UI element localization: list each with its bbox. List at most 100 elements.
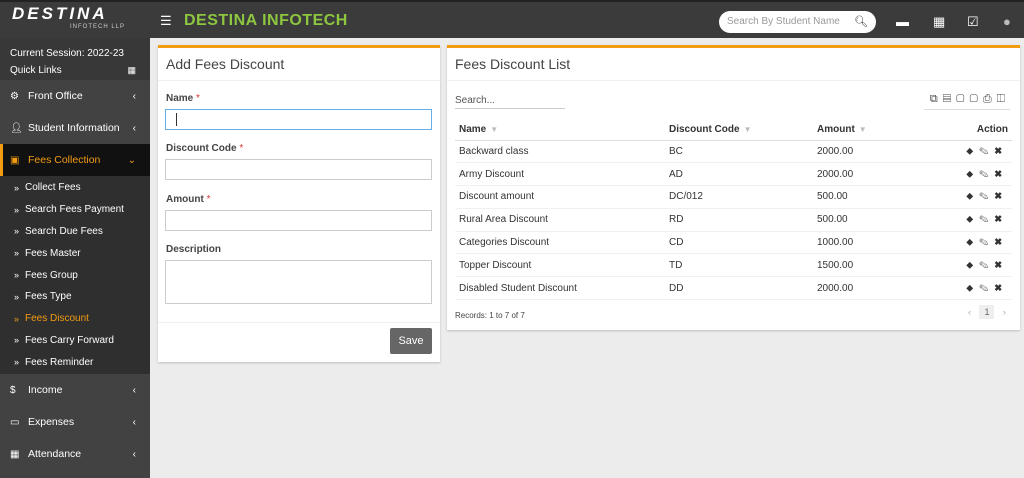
sidebar-item-expenses[interactable]: ▭ Expenses ‹ xyxy=(0,406,150,438)
discount-name: Discount amount xyxy=(455,185,669,209)
delete-x-icon[interactable]: ✖ xyxy=(994,168,1008,180)
save-button[interactable]: Save xyxy=(390,328,432,354)
logo[interactable]: DESTINA INFOTECH LLP xyxy=(12,5,142,37)
edit-pencil-icon[interactable]: ✎ xyxy=(979,168,995,180)
menu-label: Expenses xyxy=(28,416,75,429)
sidebar-item-attendance[interactable]: ▦ Attendance ‹ xyxy=(0,438,150,470)
assign-tag-icon[interactable]: ⬥ xyxy=(966,259,980,271)
double-chevron-icon: » xyxy=(14,270,20,281)
assign-tag-icon[interactable]: ⬥ xyxy=(966,145,980,157)
submenu-fees-reminder[interactable]: » Fees Reminder xyxy=(14,356,94,368)
discount-name: Categories Discount xyxy=(455,231,669,255)
row-actions: ⬥✎✖ xyxy=(918,162,1012,187)
fees-discount-table: Name ▼ Discount Code ▼ Amount ▼ Action Back… xyxy=(455,120,1012,301)
col-name[interactable]: Name ▼ xyxy=(455,120,669,141)
discount-name: Rural Area Discount xyxy=(455,208,669,232)
columns-icon[interactable]: ◫ xyxy=(996,93,1010,105)
col-action: Action xyxy=(918,120,1012,141)
edit-pencil-icon[interactable]: ✎ xyxy=(979,191,995,203)
discount-amount: 2000.00 xyxy=(817,162,919,187)
double-chevron-icon: » xyxy=(14,335,20,346)
task-check-icon[interactable]: ☑ xyxy=(967,14,979,29)
edit-pencil-icon[interactable]: ✎ xyxy=(979,259,995,271)
assign-tag-icon[interactable]: ⬥ xyxy=(966,168,980,180)
csv-icon[interactable]: ▢ xyxy=(956,93,970,105)
discount-amount: 1500.00 xyxy=(817,253,919,278)
table-row: Categories Discount CD 1000.00 ⬥✎✖ xyxy=(455,231,1012,255)
discount-code: CD xyxy=(669,231,817,255)
submenu-collect-fees[interactable]: » Collect Fees xyxy=(14,182,81,194)
submenu-fees-discount[interactable]: » Fees Discount xyxy=(14,313,89,325)
table-row: Topper Discount TD 1500.00 ⬥✎✖ xyxy=(455,253,1012,278)
pagination: ‹ 1 › xyxy=(968,305,1006,319)
pdf-icon[interactable]: ▢ xyxy=(969,93,983,105)
submenu-fees-master[interactable]: » Fees Master xyxy=(14,247,81,259)
description-textarea[interactable] xyxy=(165,260,432,304)
logo-text: DESTINA xyxy=(12,4,108,23)
chevron-left-icon: ‹ xyxy=(132,384,136,396)
delete-x-icon[interactable]: ✖ xyxy=(994,214,1008,226)
edit-pencil-icon[interactable]: ✎ xyxy=(979,237,995,249)
edit-pencil-icon[interactable]: ✎ xyxy=(979,214,995,226)
copy-icon[interactable]: ⧉ xyxy=(929,93,943,105)
discount-code: RD xyxy=(669,208,817,232)
excel-icon[interactable]: ▤ xyxy=(942,93,957,105)
delete-x-icon[interactable]: ✖ xyxy=(994,191,1008,203)
name-input[interactable] xyxy=(165,109,432,130)
delete-x-icon[interactable]: ✖ xyxy=(994,259,1008,271)
table-row: Rural Area Discount RD 500.00 ⬥✎✖ xyxy=(455,208,1012,232)
submenu-fees-type[interactable]: » Fees Type xyxy=(14,291,72,303)
discount-code: AD xyxy=(669,162,817,187)
submenu-search-due-fees[interactable]: » Search Due Fees xyxy=(14,225,103,237)
grid-icon[interactable]: ▦ xyxy=(127,65,136,75)
amount-label: Amount * xyxy=(166,194,211,205)
col-amount[interactable]: Amount ▼ xyxy=(817,120,919,141)
sort-icon: ▼ xyxy=(490,125,499,135)
row-actions: ⬥✎✖ xyxy=(918,276,1012,301)
delete-x-icon[interactable]: ✖ xyxy=(994,145,1008,157)
calendar-icon[interactable]: ▦ xyxy=(933,14,946,29)
print-icon[interactable]: ⎙ xyxy=(982,93,997,105)
page-1[interactable]: 1 xyxy=(979,305,995,319)
submenu-fees-carry-forward[interactable]: » Fees Carry Forward xyxy=(14,334,114,346)
search-icon[interactable]: 🔍︎ xyxy=(854,16,868,28)
delete-x-icon[interactable]: ✖ xyxy=(994,282,1008,294)
col-discount-code[interactable]: Discount Code ▼ xyxy=(669,120,817,141)
chevron-down-icon: ⌄ xyxy=(127,154,136,166)
student-search-input[interactable]: Search By Student Name 🔍︎ xyxy=(719,11,876,33)
discount-amount: 500.00 xyxy=(817,208,919,232)
delete-x-icon[interactable]: ✖ xyxy=(994,237,1008,249)
chevron-left-icon: ‹ xyxy=(132,90,136,102)
sidebar-item-fees-collection[interactable]: ▣ Fees Collection ⌄ xyxy=(0,144,150,176)
edit-pencil-icon[interactable]: ✎ xyxy=(979,282,995,294)
double-chevron-icon: » xyxy=(14,204,20,215)
user-avatar-icon[interactable]: ● xyxy=(1003,14,1011,29)
quick-links[interactable]: Quick Links xyxy=(10,65,62,76)
double-chevron-icon: » xyxy=(14,226,20,237)
submenu-search-fees-payment[interactable]: » Search Fees Payment xyxy=(14,204,124,216)
next-page[interactable]: › xyxy=(1003,307,1006,317)
assign-tag-icon[interactable]: ⬥ xyxy=(966,282,980,294)
edit-pencil-icon[interactable]: ✎ xyxy=(979,145,995,157)
search-placeholder: Search By Student Name xyxy=(727,16,840,27)
menu-toggle-icon[interactable]: ☰ xyxy=(160,13,172,28)
add-fees-discount-panel: Add Fees Discount Name * Discount Code *… xyxy=(158,45,440,362)
sort-icon: ▼ xyxy=(858,125,867,135)
table-row: Army Discount AD 2000.00 ⬥✎✖ xyxy=(455,162,1012,187)
discount-code-input[interactable] xyxy=(165,159,432,180)
sidebar-item-front-office[interactable]: ⚙ Front Office ‹ xyxy=(0,80,150,112)
fees-discount-list-panel: Fees Discount List Search... ⧉▤▢▢⎙◫ Name… xyxy=(447,45,1020,330)
assign-tag-icon[interactable]: ⬥ xyxy=(966,214,980,226)
assign-tag-icon[interactable]: ⬥ xyxy=(966,237,980,249)
sidebar-item-student-information[interactable]: 👤︎ Student Information ‹ xyxy=(0,112,150,144)
discount-code: TD xyxy=(669,253,817,278)
submenu-fees-group[interactable]: » Fees Group xyxy=(14,269,78,281)
amount-input[interactable] xyxy=(165,210,432,231)
prev-page[interactable]: ‹ xyxy=(967,307,971,317)
us-flag-icon[interactable]: ▬ xyxy=(896,14,909,29)
assign-tag-icon[interactable]: ⬥ xyxy=(966,191,980,203)
brand-title: DESTINA INFOTECH xyxy=(184,12,348,29)
sidebar-item-income[interactable]: $ Income ‹ xyxy=(0,374,150,406)
table-search-input[interactable]: Search... xyxy=(455,95,565,109)
export-toolbar: ⧉▤▢▢⎙◫ xyxy=(923,93,1010,110)
